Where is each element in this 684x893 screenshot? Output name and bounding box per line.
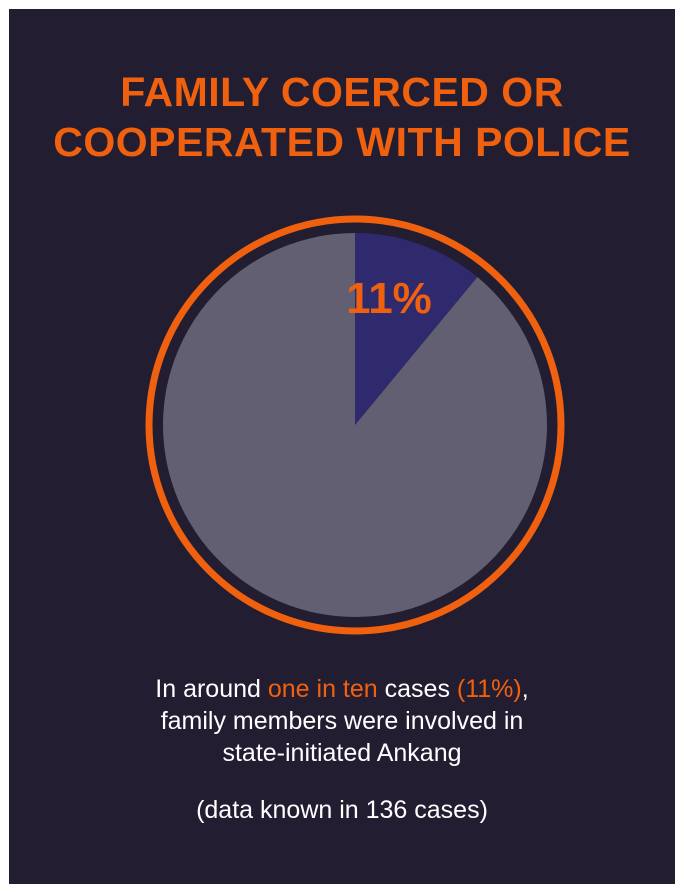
slice-label: 11%: [346, 274, 432, 323]
pie-chart-svg: 11%: [145, 215, 565, 635]
pie-slices: [162, 233, 547, 617]
pie-outer-ring: [145, 215, 565, 635]
pie-slice-rest: [162, 233, 547, 617]
caption-line-1: In around one in ten cases (11%),: [9, 673, 675, 705]
caption-suffix: ,: [521, 675, 529, 703]
caption-line-3: state-initiated Ankang: [222, 739, 462, 767]
pie-slice-highlight: [355, 233, 478, 425]
caption-middle: cases: [377, 675, 457, 703]
caption-line-2: family members were involved in: [160, 707, 524, 735]
caption-prefix: In around: [155, 675, 268, 703]
caption: In around one in ten cases (11%), family…: [9, 673, 675, 769]
data-note: (data known in 136 cases): [196, 796, 488, 824]
chart-title: FAMILY COERCED OR COOPERATED WITH POLICE: [9, 67, 675, 167]
title-line-1: FAMILY COERCED OR: [120, 69, 564, 115]
title-line-2: COOPERATED WITH POLICE: [53, 119, 631, 165]
pie-chart: 11%: [145, 215, 565, 635]
caption-highlight-percent: (11%): [456, 675, 522, 703]
caption-highlight-one-in-ten: one in ten: [267, 675, 378, 703]
infographic-panel: FAMILY COERCED OR COOPERATED WITH POLICE…: [9, 9, 675, 884]
